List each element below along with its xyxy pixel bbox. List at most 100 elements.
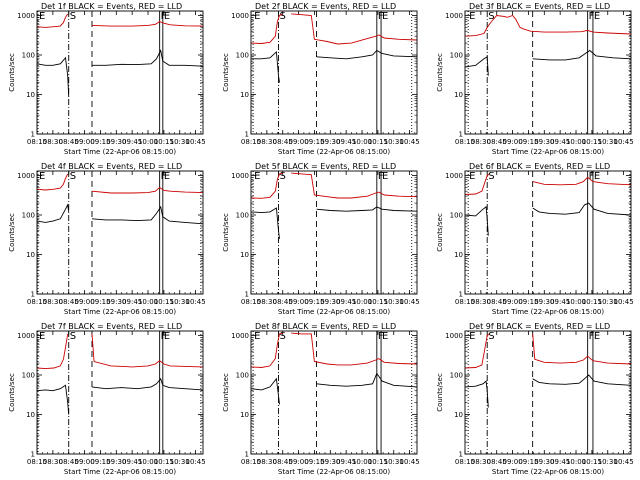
time-marker-label: E: [469, 171, 475, 182]
series-line-events: [532, 202, 631, 216]
x-tick-label: 08:15: [27, 458, 47, 466]
series-line-events: [91, 377, 203, 391]
y-axis-label: Counts/sec: [8, 53, 16, 92]
plot-frame: [464, 330, 632, 455]
x-tick-label: 09:45: [122, 298, 142, 306]
x-tick-label: 10:30: [384, 138, 404, 146]
series-line-lld: [465, 333, 490, 369]
x-tick-label: 10:45: [186, 298, 206, 306]
x-tick-label: 08:15: [455, 138, 475, 146]
plot-frame: [250, 330, 418, 455]
x-tick-label: 08:45: [273, 458, 293, 466]
series-line-lld: [532, 176, 631, 186]
y-tick-label: 10: [454, 251, 463, 259]
x-tick-label: 10:00: [352, 458, 372, 466]
x-tick-label: 09:15: [518, 458, 538, 466]
x-tick-label: 08:45: [487, 458, 507, 466]
x-tick-label: 09:30: [106, 458, 126, 466]
series-line-lld: [91, 186, 203, 194]
x-tick-label: 10:00: [138, 298, 158, 306]
y-axis-label: Counts/sec: [222, 213, 230, 252]
time-marker-label: E: [39, 171, 45, 182]
y-tick-label: 1: [245, 131, 249, 139]
series-line-lld: [291, 332, 417, 366]
time-marker-label: S: [488, 331, 494, 342]
x-tick-label: 09:00: [74, 138, 94, 146]
plot-frame: [250, 170, 418, 295]
time-marker-label: E: [254, 11, 260, 22]
time-marker-label: E: [594, 11, 600, 22]
y-axis-label: Counts/sec: [436, 53, 444, 92]
y-tick-label: 1000: [17, 332, 35, 340]
series-line-events: [316, 206, 417, 212]
time-marker-label: E: [164, 331, 170, 342]
y-axis-label: Counts/sec: [436, 373, 444, 412]
time-marker-label: S: [70, 331, 76, 342]
x-tick-label: 08:15: [455, 298, 475, 306]
x-tick-label: 09:30: [106, 138, 126, 146]
y-tick-label: 1000: [445, 12, 463, 20]
x-tick-label: 09:30: [534, 298, 554, 306]
y-tick-label: 10: [454, 91, 463, 99]
x-axis-label: Start Time (22-Apr-06 08:15:00): [64, 148, 176, 156]
plot-frame: [464, 170, 632, 295]
y-tick-label: 1000: [445, 332, 463, 340]
plot-frame: [464, 10, 632, 135]
y-tick-label: 10: [240, 91, 249, 99]
time-marker-label: F: [589, 11, 595, 22]
panel-title: Det 9f BLACK = Events, RED = LLD: [469, 322, 610, 331]
y-axis-label: Counts/sec: [436, 213, 444, 252]
y-tick-label: 100: [22, 212, 35, 220]
y-tick-label: 1: [245, 291, 249, 299]
time-marker-label: E: [469, 11, 475, 22]
y-axis-label: Counts/sec: [8, 213, 16, 252]
x-tick-label: 09:15: [90, 298, 110, 306]
x-tick-label: 09:45: [336, 458, 356, 466]
series-line-events: [316, 49, 417, 60]
y-tick-label: 1: [31, 131, 35, 139]
time-marker-label: S: [279, 331, 285, 342]
x-tick-label: 08:15: [455, 458, 475, 466]
x-axis-label: Start Time (22-Apr-06 08:15:00): [64, 468, 176, 476]
y-tick-label: 100: [236, 212, 249, 220]
x-tick-label: 09:30: [320, 458, 340, 466]
x-tick-label: 08:45: [487, 298, 507, 306]
series-line-lld: [251, 13, 283, 44]
x-tick-label: 09:00: [502, 138, 522, 146]
x-tick-label: 09:15: [304, 298, 324, 306]
y-tick-label: 1: [31, 291, 35, 299]
x-tick-label: 08:45: [273, 138, 293, 146]
x-axis-label: Start Time (22-Apr-06 08:15:00): [492, 308, 604, 316]
x-tick-label: 10:15: [582, 458, 602, 466]
x-tick-label: 10:30: [598, 298, 618, 306]
time-marker-label: E: [39, 11, 45, 22]
x-tick-label: 10:45: [186, 138, 206, 146]
y-tick-label: 100: [22, 52, 35, 60]
x-tick-label: 09:45: [122, 138, 142, 146]
x-tick-label: 10:00: [566, 138, 586, 146]
x-tick-label: 10:45: [614, 458, 634, 466]
plot-frame: [36, 10, 204, 135]
x-tick-label: 09:15: [304, 138, 324, 146]
time-marker-label: S: [488, 11, 494, 22]
x-tick-label: 09:45: [336, 298, 356, 306]
time-marker-label: E: [254, 171, 260, 182]
panel-title: Det 4f BLACK = Events, RED = LLD: [41, 162, 182, 171]
x-tick-label: 09:00: [288, 138, 308, 146]
x-tick-label: 10:30: [170, 458, 190, 466]
y-tick-label: 1000: [231, 172, 249, 180]
panel-det-9: Det 9f BLACK = Events, RED = LLD Start Ti…: [436, 322, 634, 476]
time-marker-label: S: [70, 11, 76, 22]
x-tick-label: 10:45: [400, 138, 420, 146]
x-tick-label: 08:15: [241, 458, 261, 466]
x-tick-label: 10:45: [614, 298, 634, 306]
x-tick-label: 09:00: [288, 458, 308, 466]
x-tick-label: 10:15: [582, 298, 602, 306]
x-tick-label: 08:15: [241, 138, 261, 146]
panel-det-7: Det 7f BLACK = Events, RED = LLD Start Ti…: [8, 322, 206, 476]
series-line-events: [92, 49, 203, 67]
x-tick-label: 08:30: [471, 458, 491, 466]
plot-frame: [250, 10, 418, 135]
series-line-events: [37, 384, 70, 415]
x-tick-label: 08:15: [241, 298, 261, 306]
